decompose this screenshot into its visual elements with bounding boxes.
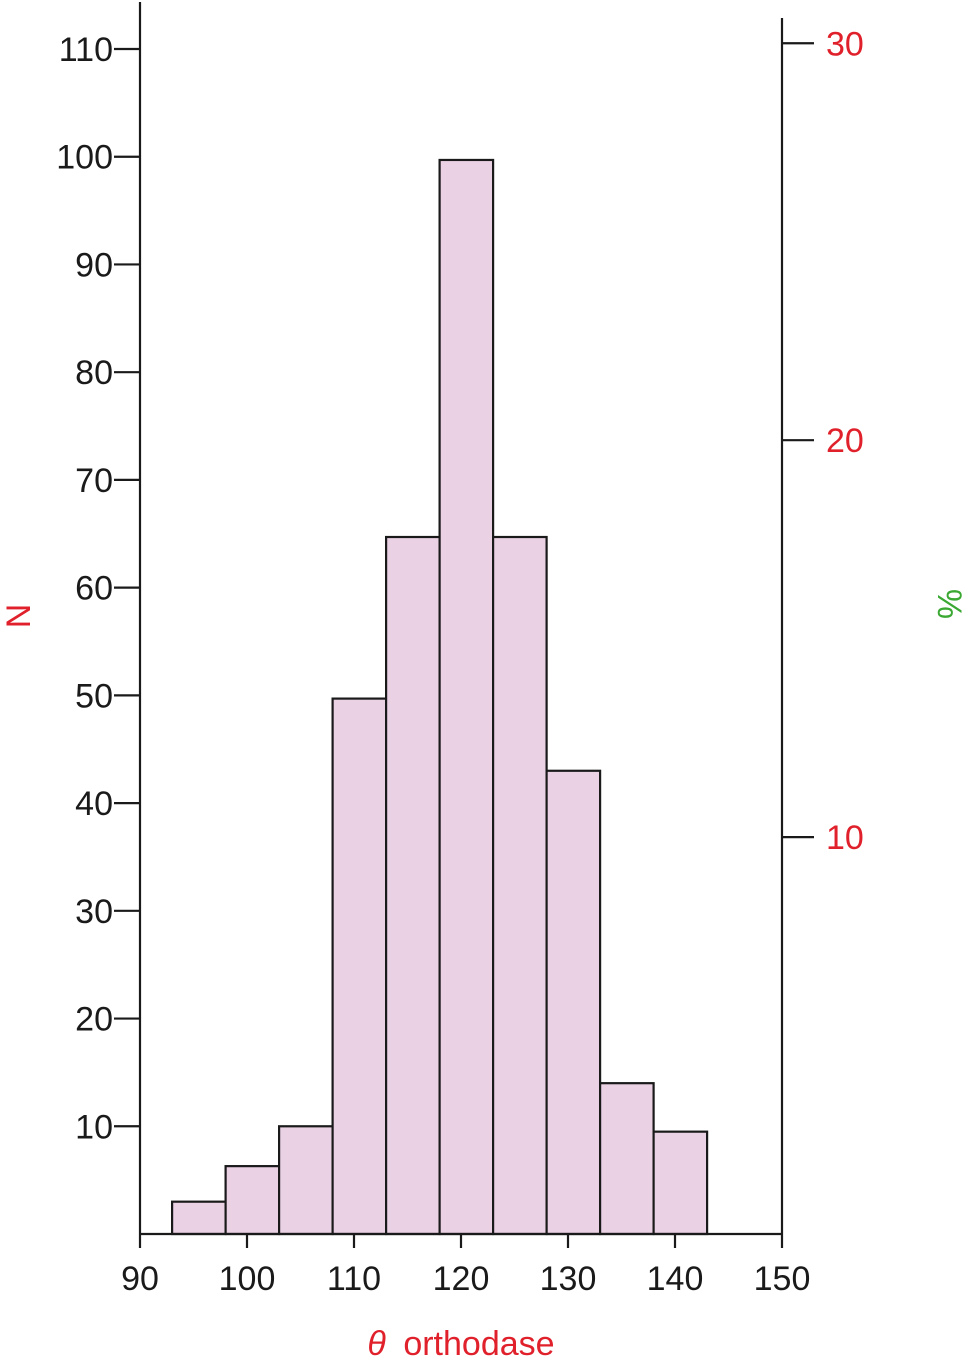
- x-tick-label: 100: [219, 1260, 276, 1298]
- y-tick-label: 10: [75, 1108, 113, 1146]
- histogram-bar-8: [545, 769, 602, 1236]
- x-tick-label: 150: [754, 1260, 811, 1298]
- x-axis-title-symbol: θ: [367, 1325, 386, 1360]
- x-tick-label: 130: [540, 1260, 597, 1298]
- x-tick-label: 140: [647, 1260, 704, 1298]
- histogram-bar-2: [224, 1165, 281, 1236]
- y2-axis-title: %: [930, 589, 968, 619]
- axis-title-group: θ orthodase N %: [0, 589, 968, 1360]
- y-axis-title: N: [0, 604, 38, 629]
- y-tick-label: 110: [59, 31, 113, 69]
- y-tick-label: 70: [75, 462, 113, 500]
- y-tick-label: 90: [75, 246, 113, 284]
- x-axis-title: θ orthodase: [367, 1325, 554, 1360]
- histogram-bar-6: [438, 158, 495, 1236]
- bar-group: [171, 158, 709, 1236]
- y-tick-label: 80: [75, 354, 113, 392]
- y2-tick-label: 10: [826, 819, 864, 857]
- y-tick-label: 60: [75, 570, 113, 608]
- y2-tick-label: 20: [826, 422, 864, 460]
- x-axis-title-text: orthodase: [403, 1325, 554, 1360]
- tick-group: 10 20 30 40 50 60 70 80 90 100 110 10 20 30 90 100 110 12…: [56, 25, 864, 1298]
- y-tick-label: 100: [56, 139, 113, 177]
- x-tick-label: 120: [433, 1260, 490, 1298]
- histogram-bar-1: [171, 1200, 227, 1236]
- y-tick-label: 50: [75, 677, 113, 715]
- histogram-bar-9: [598, 1082, 655, 1236]
- x-tick-label: 90: [121, 1260, 159, 1298]
- y-tick-label: 20: [75, 1001, 113, 1039]
- x-tick-label: 110: [327, 1260, 381, 1298]
- histogram-bar-5: [385, 535, 441, 1236]
- y2-tick-label: 30: [826, 25, 864, 63]
- y-tick-label: 40: [75, 785, 113, 823]
- histogram-bar-4: [331, 697, 388, 1236]
- y-tick-label: 30: [75, 893, 113, 931]
- histogram-bar-7: [492, 535, 548, 1236]
- histogram-bar-3: [278, 1125, 334, 1236]
- histogram-bar-10: [652, 1130, 709, 1236]
